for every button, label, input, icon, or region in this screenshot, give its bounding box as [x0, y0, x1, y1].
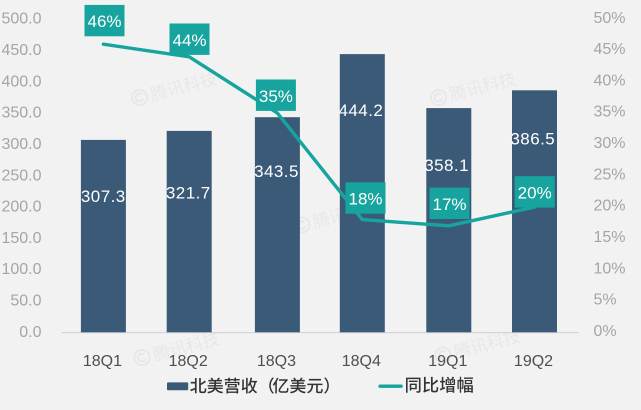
svg-text:35%: 35%	[594, 104, 626, 121]
svg-text:100.0: 100.0	[1, 261, 41, 278]
svg-text:45%: 45%	[594, 41, 626, 58]
svg-text:19Q2: 19Q2	[514, 353, 553, 370]
svg-text:450.0: 450.0	[1, 42, 41, 59]
svg-text:200.0: 200.0	[1, 199, 41, 216]
svg-text:50.0: 50.0	[10, 293, 41, 310]
svg-text:18%: 18%	[348, 190, 382, 209]
svg-text:358.1: 358.1	[424, 156, 469, 175]
svg-text:321.7: 321.7	[166, 184, 211, 203]
svg-text:18Q4: 18Q4	[342, 353, 381, 370]
svg-text:46%: 46%	[87, 12, 121, 31]
svg-text:18Q1: 18Q1	[83, 353, 122, 370]
svg-text:343.5: 343.5	[254, 162, 299, 181]
svg-text:15%: 15%	[594, 229, 626, 246]
svg-text:25%: 25%	[594, 166, 626, 183]
svg-text:307.3: 307.3	[81, 187, 126, 206]
svg-text:0%: 0%	[594, 323, 617, 340]
svg-text:50%: 50%	[594, 10, 626, 27]
svg-text:300.0: 300.0	[1, 136, 41, 153]
svg-text:30%: 30%	[594, 135, 626, 152]
svg-text:17%: 17%	[432, 195, 466, 214]
svg-text:40%: 40%	[594, 72, 626, 89]
svg-text:0.0: 0.0	[19, 324, 41, 341]
svg-text:20%: 20%	[518, 184, 552, 203]
svg-text:10%: 10%	[594, 260, 626, 277]
svg-text:150.0: 150.0	[1, 230, 41, 247]
svg-text:250.0: 250.0	[1, 167, 41, 184]
svg-text:18Q3: 18Q3	[257, 353, 296, 370]
svg-text:18Q2: 18Q2	[169, 353, 208, 370]
svg-text:400.0: 400.0	[1, 73, 41, 90]
svg-text:500.0: 500.0	[1, 11, 41, 28]
svg-text:35%: 35%	[259, 87, 293, 106]
svg-text:444.2: 444.2	[339, 101, 384, 120]
svg-text:386.5: 386.5	[510, 130, 555, 149]
svg-text:19Q1: 19Q1	[428, 353, 467, 370]
svg-text:44%: 44%	[172, 31, 206, 50]
svg-text:20%: 20%	[594, 198, 626, 215]
svg-text:5%: 5%	[594, 292, 617, 309]
svg-text:350.0: 350.0	[1, 105, 41, 122]
